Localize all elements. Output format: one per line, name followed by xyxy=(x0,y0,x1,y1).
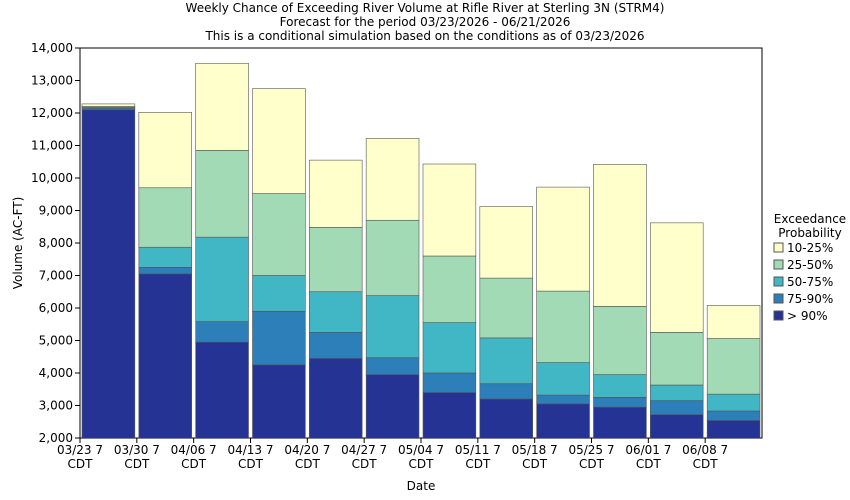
bar-segment xyxy=(252,275,306,312)
bar-segment xyxy=(195,321,249,343)
bar-segment xyxy=(195,62,249,151)
bar-segment xyxy=(706,410,761,421)
y-tick-label: 4,000 xyxy=(39,366,73,380)
legend-swatch xyxy=(773,293,784,304)
y-tick-label: 10,000 xyxy=(31,171,73,185)
chart-title: Weekly Chance of Exceeding River Volume … xyxy=(186,1,665,15)
bar-segment xyxy=(650,222,704,333)
bar-segment xyxy=(138,112,192,189)
x-tick-label: 05/11 7 CDT xyxy=(454,443,501,471)
chart-note: This is a conditional simulation based o… xyxy=(204,29,644,43)
legend-label: 50-75% xyxy=(787,275,833,289)
bar-segment xyxy=(138,187,192,248)
y-tick-label: 8,000 xyxy=(39,236,73,250)
bar-segment xyxy=(593,397,647,408)
legend-label: 75-90% xyxy=(787,292,833,306)
bar-segment xyxy=(252,364,306,438)
x-tick-label: 03/30 7 CDT xyxy=(113,443,160,471)
bar-segment xyxy=(81,109,136,438)
y-axis-label: Volume (AC-FT) xyxy=(11,197,25,290)
bar-segment xyxy=(252,310,306,366)
x-tick-label: 03/23 7 CDT xyxy=(56,443,104,471)
bar-segment xyxy=(309,159,363,228)
bar-segment xyxy=(593,306,647,375)
bar-segment xyxy=(479,337,533,385)
y-tick-label: 14,000 xyxy=(31,41,73,55)
bar-segment xyxy=(309,227,363,293)
bar-segment xyxy=(252,88,306,194)
y-tick-label: 3,000 xyxy=(39,399,73,413)
bar-segment xyxy=(81,103,136,107)
bar-segment xyxy=(138,273,192,438)
bar-segment xyxy=(422,322,477,374)
bar-segment xyxy=(309,358,363,438)
bar-segment xyxy=(650,332,704,386)
x-tick-label: 05/18 7 CDT xyxy=(511,443,558,471)
y-tick-label: 7,000 xyxy=(39,269,73,283)
bar-segment xyxy=(365,219,420,296)
x-tick-label: 05/04 7 CDT xyxy=(397,443,445,471)
y-tick-label: 12,000 xyxy=(31,106,73,120)
bar-segment xyxy=(365,138,420,221)
bar-segment xyxy=(593,164,647,307)
bar-segment xyxy=(479,383,533,400)
bar-segment xyxy=(422,372,477,393)
bar-segment xyxy=(536,394,590,405)
legend-swatch xyxy=(773,276,784,287)
x-axis-label: Date xyxy=(407,479,436,493)
x-tick-label: 05/25 7 CDT xyxy=(568,443,615,471)
bar-segment xyxy=(706,305,761,339)
legend-label: 10-25% xyxy=(787,241,833,255)
plot-area xyxy=(79,47,763,439)
bar-segment xyxy=(593,374,647,398)
bars xyxy=(81,62,761,438)
bar-segment xyxy=(138,246,192,268)
bar-segment xyxy=(536,290,590,363)
bar-segment xyxy=(422,392,477,438)
bar-segment xyxy=(650,400,704,415)
bar-segment xyxy=(252,193,306,276)
y-tick-label: 13,000 xyxy=(31,74,73,88)
bar-segment xyxy=(195,341,249,438)
bar-segment xyxy=(195,236,249,322)
x-tick-label: 06/08 7 CDT xyxy=(682,443,729,471)
x-tick-label: 04/20 7 CDT xyxy=(284,443,331,471)
bar-segment xyxy=(706,393,761,412)
legend-swatch xyxy=(773,259,784,270)
bar-segment xyxy=(479,277,533,339)
bar-segment xyxy=(706,338,761,395)
bar-segment xyxy=(536,362,590,396)
bar-segment xyxy=(650,384,704,401)
x-tick-label: 04/27 7 CDT xyxy=(341,443,388,471)
x-tick-label: 04/13 7 CDT xyxy=(227,443,274,471)
legend-label: > 90% xyxy=(787,309,828,323)
bar-segment xyxy=(309,332,363,359)
legend-title: Exceedance Probability xyxy=(773,212,847,240)
bar-segment xyxy=(195,150,249,238)
bar-segment xyxy=(422,163,477,257)
bar-segment xyxy=(138,267,192,275)
bar-segment xyxy=(536,186,590,292)
legend-swatch xyxy=(773,242,784,253)
y-tick-label: 2,000 xyxy=(39,431,73,445)
legend-swatch xyxy=(773,310,784,321)
legend-label: 25-50% xyxy=(787,258,833,272)
bar-segment xyxy=(309,291,363,333)
bar-segment xyxy=(479,206,533,279)
bar-segment xyxy=(422,255,477,323)
x-tick-label: 06/01 7 CDT xyxy=(625,443,672,471)
y-tick-label: 9,000 xyxy=(39,204,73,218)
chart-subtitle: Forecast for the period 03/23/2026 - 06/… xyxy=(280,15,571,29)
x-tick-label: 04/06 7 CDT xyxy=(170,443,217,471)
bar-segment xyxy=(365,295,420,359)
bar-segment xyxy=(365,357,420,375)
y-tick-label: 5,000 xyxy=(39,334,73,348)
y-tick-label: 6,000 xyxy=(39,301,73,315)
y-tick-label: 11,000 xyxy=(31,139,73,153)
